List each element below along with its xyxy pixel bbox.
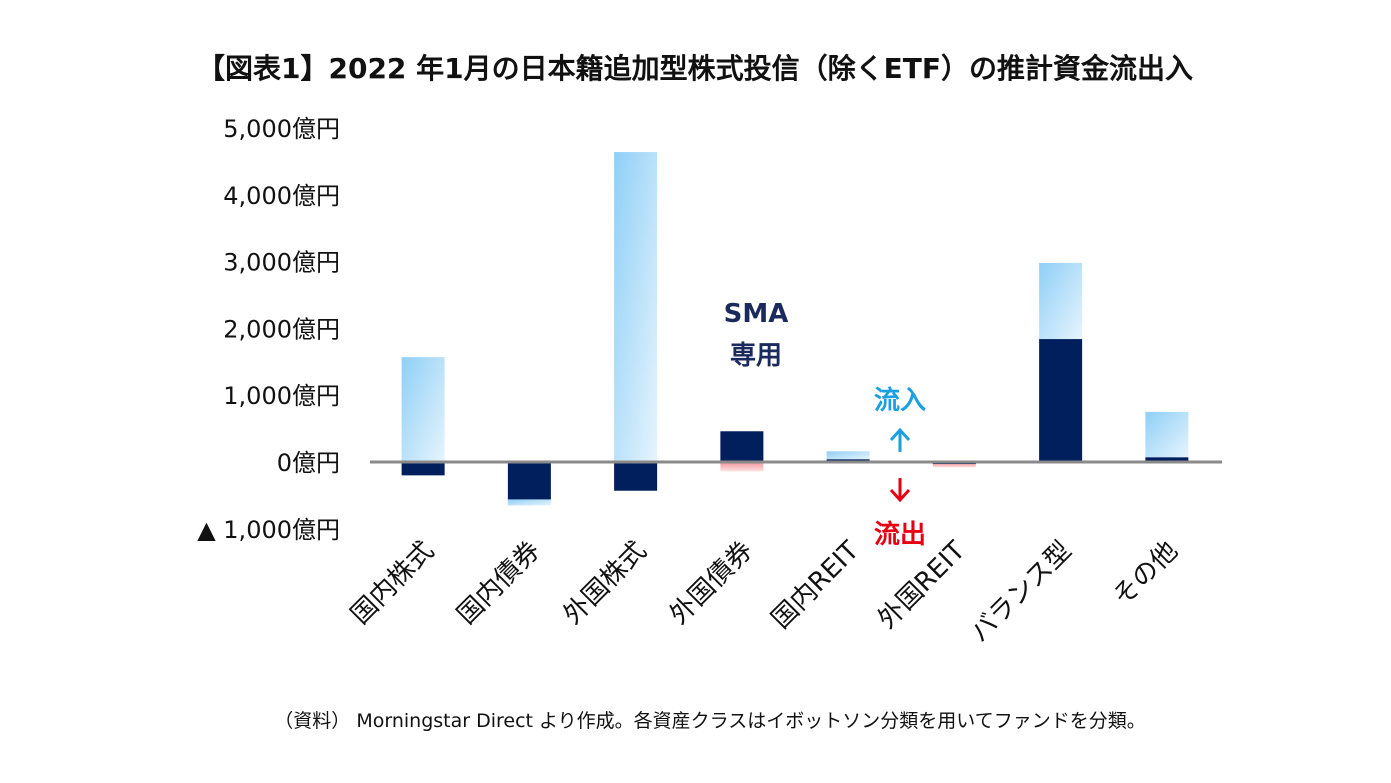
y-tick-label: 1,000億円 [223, 382, 340, 410]
x-tick-label: その他 [1107, 536, 1183, 612]
bar-segment-non-sma [507, 499, 551, 506]
sma-label-1: SMA [724, 299, 789, 329]
y-tick-label: 0億円 [277, 449, 340, 477]
chart-title: 【図表1】2022 年1月の日本籍追加型株式投信（除くETF）の推計資金流出入 [197, 52, 1193, 85]
x-tick-label: 国内債券 [452, 536, 547, 631]
y-tick-label: 4,000億円 [223, 182, 340, 210]
bar-segment-sma [614, 462, 658, 491]
bar-segment-non-sma [1039, 262, 1083, 340]
sma-label-2: 専用 [730, 341, 782, 371]
outflow-label: 流出 [874, 520, 926, 550]
x-tick-label: 外国債券 [664, 536, 759, 631]
y-tick-label: ▲ 1,000億円 [197, 516, 340, 544]
bar-segment-sma [1145, 457, 1189, 462]
bar-segment-non-sma [1145, 411, 1189, 458]
bar-segment-sma [401, 462, 445, 476]
bar-segment-sma [507, 462, 551, 500]
bar-segment-sma [1039, 339, 1083, 462]
x-tick-label: 外国株式 [558, 536, 653, 631]
bar-segment-sma [720, 431, 764, 462]
x-tick-label: バランス型 [965, 536, 1078, 649]
bar-segment-non-sma [720, 462, 764, 472]
up-arrow-icon [889, 427, 911, 452]
y-tick-label: 5,000億円 [223, 115, 340, 143]
bar-segment-non-sma [401, 357, 445, 462]
x-tick-label: 国内REIT [766, 536, 865, 635]
x-tick-label: 国内株式 [345, 536, 440, 631]
bar-segment-non-sma [614, 152, 658, 462]
inflow-label: 流入 [874, 386, 926, 416]
x-tick-label: 外国REIT [872, 536, 971, 635]
y-tick-label: 3,000億円 [223, 249, 340, 277]
down-arrow-icon [889, 478, 911, 503]
bar-segment-non-sma [826, 451, 870, 460]
source-note: （資料） Morningstar Direct より作成。各資産クラスはイボット… [274, 710, 1145, 732]
bar-segment-non-sma [932, 463, 976, 468]
y-tick-label: 2,000億円 [223, 315, 340, 343]
